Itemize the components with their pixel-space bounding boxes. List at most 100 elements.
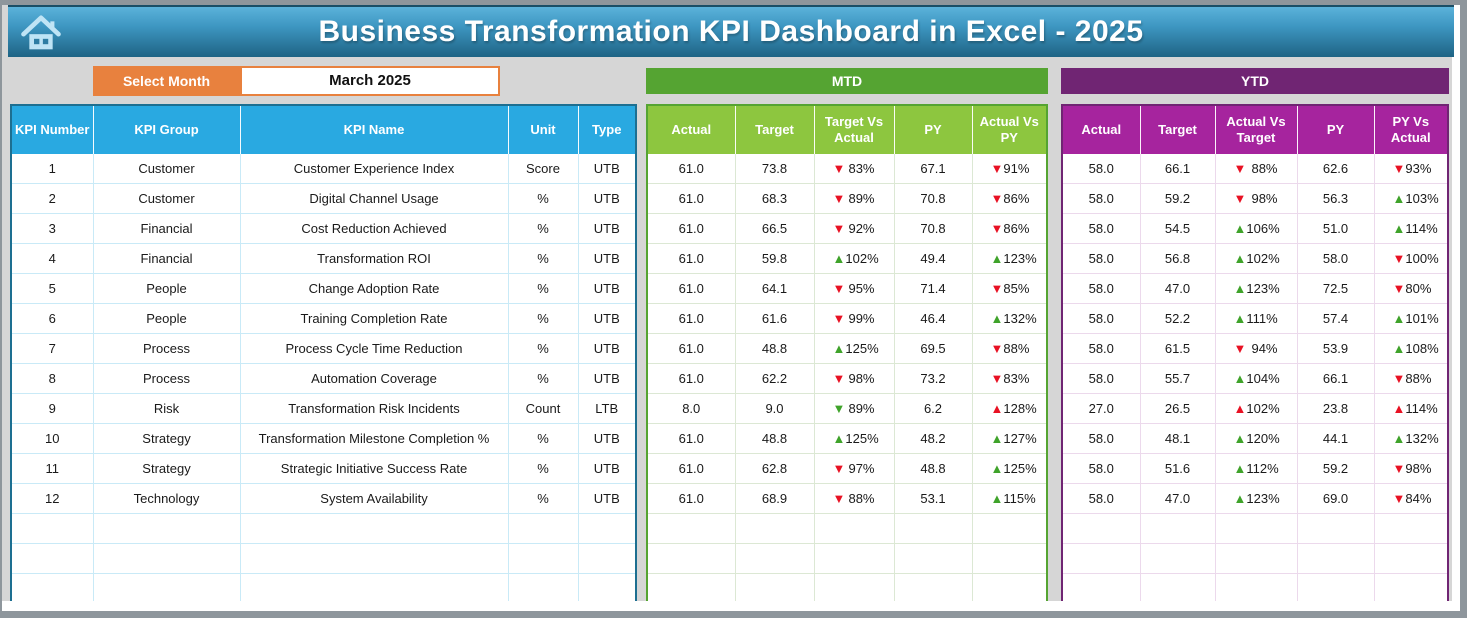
mtd-target-cell[interactable]: 9.0: [734, 393, 815, 424]
mtd-target-cell[interactable]: 68.9: [734, 483, 815, 514]
kpi-group-cell[interactable]: People: [92, 303, 241, 334]
ytd-actual-vs-target-cell[interactable]: ▲ 102%: [1214, 243, 1298, 274]
mtd-target-vs-actual-cell[interactable]: ▼ 99%: [813, 303, 895, 334]
ytd-py-vs-actual-cell[interactable]: ▲ 114%: [1373, 213, 1447, 244]
mtd-target-cell[interactable]: 66.5: [734, 213, 815, 244]
kpi-unit-cell[interactable]: %: [507, 363, 579, 394]
kpi-group-cell[interactable]: Strategy: [92, 423, 241, 454]
empty-cell[interactable]: [648, 543, 736, 574]
kpi-group-cell[interactable]: Technology: [92, 483, 241, 514]
empty-cell[interactable]: [893, 513, 973, 544]
empty-cell[interactable]: [507, 513, 579, 544]
kpi-name-cell[interactable]: System Availability: [239, 483, 509, 514]
kpi-type-cell[interactable]: UTB: [577, 453, 635, 484]
kpi-number-cell[interactable]: 5: [12, 273, 94, 304]
ytd-target-cell[interactable]: 54.5: [1139, 213, 1216, 244]
kpi-number-cell[interactable]: 7: [12, 333, 94, 364]
mtd-target-vs-actual-cell[interactable]: ▼ 88%: [813, 483, 895, 514]
mtd-actual-vs-py-cell[interactable]: ▲ 123%: [971, 243, 1046, 274]
kpi-name-cell[interactable]: Change Adoption Rate: [239, 273, 509, 304]
empty-cell[interactable]: [1214, 513, 1298, 544]
kpi-number-cell[interactable]: 12: [12, 483, 94, 514]
mtd-target-cell[interactable]: 59.8: [734, 243, 815, 274]
ytd-actual-vs-target-cell[interactable]: ▲ 102%: [1214, 393, 1298, 424]
mtd-actual-cell[interactable]: 61.0: [648, 213, 736, 244]
mtd-py-cell[interactable]: 70.8: [893, 183, 973, 214]
mtd-actual-vs-py-cell[interactable]: ▼ 88%: [971, 333, 1046, 364]
mtd-target-vs-actual-cell[interactable]: ▲ 125%: [813, 423, 895, 454]
select-month-button[interactable]: Select Month: [93, 66, 240, 96]
empty-cell[interactable]: [1373, 543, 1447, 574]
kpi-number-cell[interactable]: 11: [12, 453, 94, 484]
mtd-py-cell[interactable]: 73.2: [893, 363, 973, 394]
ytd-actual-cell[interactable]: 58.0: [1063, 483, 1141, 514]
empty-cell[interactable]: [1296, 513, 1375, 544]
ytd-actual-cell[interactable]: 58.0: [1063, 333, 1141, 364]
kpi-unit-cell[interactable]: %: [507, 453, 579, 484]
mtd-actual-vs-py-cell[interactable]: ▲ 128%: [971, 393, 1046, 424]
ytd-actual-vs-target-cell[interactable]: ▲ 112%: [1214, 453, 1298, 484]
ytd-target-cell[interactable]: 47.0: [1139, 483, 1216, 514]
kpi-unit-cell[interactable]: Count: [507, 393, 579, 424]
ytd-target-cell[interactable]: 52.2: [1139, 303, 1216, 334]
ytd-py-vs-actual-cell[interactable]: ▲ 101%: [1373, 303, 1447, 334]
empty-cell[interactable]: [971, 573, 1046, 601]
ytd-py-vs-actual-cell[interactable]: ▲ 103%: [1373, 183, 1447, 214]
mtd-actual-cell[interactable]: 61.0: [648, 154, 736, 184]
kpi-unit-cell[interactable]: %: [507, 243, 579, 274]
empty-cell[interactable]: [12, 543, 94, 574]
kpi-group-cell[interactable]: Strategy: [92, 453, 241, 484]
kpi-type-cell[interactable]: UTB: [577, 483, 635, 514]
empty-cell[interactable]: [1139, 513, 1216, 544]
mtd-target-vs-actual-cell[interactable]: ▼ 92%: [813, 213, 895, 244]
ytd-actual-cell[interactable]: 58.0: [1063, 213, 1141, 244]
empty-cell[interactable]: [1139, 573, 1216, 601]
ytd-target-cell[interactable]: 47.0: [1139, 273, 1216, 304]
kpi-number-cell[interactable]: 9: [12, 393, 94, 424]
mtd-py-cell[interactable]: 67.1: [893, 154, 973, 184]
ytd-py-vs-actual-cell[interactable]: ▼ 88%: [1373, 363, 1447, 394]
empty-cell[interactable]: [239, 543, 509, 574]
mtd-target-vs-actual-cell[interactable]: ▼ 89%: [813, 183, 895, 214]
mtd-py-cell[interactable]: 49.4: [893, 243, 973, 274]
ytd-py-vs-actual-cell[interactable]: ▲ 108%: [1373, 333, 1447, 364]
ytd-actual-vs-target-cell[interactable]: ▲ 123%: [1214, 483, 1298, 514]
kpi-name-cell[interactable]: Automation Coverage: [239, 363, 509, 394]
empty-cell[interactable]: [507, 573, 579, 601]
mtd-py-cell[interactable]: 70.8: [893, 213, 973, 244]
ytd-actual-cell[interactable]: 58.0: [1063, 423, 1141, 454]
ytd-actual-cell[interactable]: 58.0: [1063, 243, 1141, 274]
mtd-actual-cell[interactable]: 61.0: [648, 363, 736, 394]
ytd-py-cell[interactable]: 44.1: [1296, 423, 1375, 454]
ytd-target-cell[interactable]: 66.1: [1139, 154, 1216, 184]
ytd-target-cell[interactable]: 51.6: [1139, 453, 1216, 484]
kpi-group-cell[interactable]: Process: [92, 363, 241, 394]
kpi-unit-cell[interactable]: %: [507, 213, 579, 244]
empty-cell[interactable]: [1139, 543, 1216, 574]
empty-cell[interactable]: [813, 573, 895, 601]
kpi-group-cell[interactable]: Financial: [92, 243, 241, 274]
empty-cell[interactable]: [971, 513, 1046, 544]
mtd-actual-cell[interactable]: 61.0: [648, 273, 736, 304]
empty-cell[interactable]: [813, 543, 895, 574]
empty-cell[interactable]: [893, 573, 973, 601]
empty-cell[interactable]: [92, 543, 241, 574]
empty-cell[interactable]: [507, 543, 579, 574]
empty-cell[interactable]: [648, 573, 736, 601]
mtd-actual-vs-py-cell[interactable]: ▲ 115%: [971, 483, 1046, 514]
kpi-type-cell[interactable]: UTB: [577, 213, 635, 244]
home-icon[interactable]: [20, 12, 62, 54]
kpi-group-cell[interactable]: Process: [92, 333, 241, 364]
empty-cell[interactable]: [12, 513, 94, 544]
kpi-type-cell[interactable]: UTB: [577, 423, 635, 454]
ytd-py-vs-actual-cell[interactable]: ▼ 93%: [1373, 154, 1447, 184]
ytd-py-cell[interactable]: 72.5: [1296, 273, 1375, 304]
selected-month-value[interactable]: March 2025: [240, 66, 500, 96]
empty-cell[interactable]: [1373, 573, 1447, 601]
empty-cell[interactable]: [1063, 513, 1141, 544]
mtd-target-cell[interactable]: 48.8: [734, 423, 815, 454]
mtd-target-vs-actual-cell[interactable]: ▼ 83%: [813, 154, 895, 184]
mtd-py-cell[interactable]: 46.4: [893, 303, 973, 334]
kpi-name-cell[interactable]: Process Cycle Time Reduction: [239, 333, 509, 364]
mtd-py-cell[interactable]: 69.5: [893, 333, 973, 364]
